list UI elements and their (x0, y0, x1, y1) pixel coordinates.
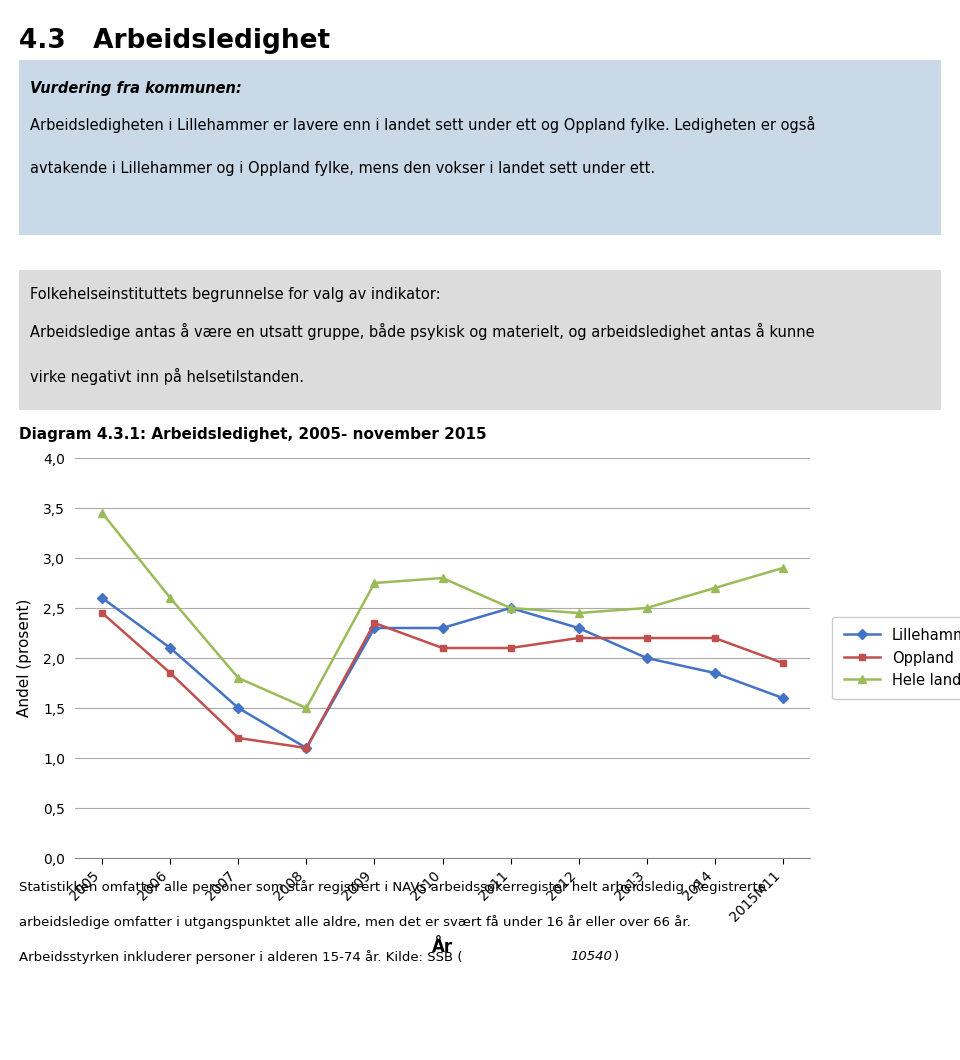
Lillehammer (369, 621, 380, 634)
Lillehammer (641, 652, 653, 665)
Hele landet (437, 571, 448, 584)
Lillehammer (573, 621, 585, 634)
Text: Arbeidsstyrken inkluderer personer i alderen 15-74 år. Kilde: SSB (: Arbeidsstyrken inkluderer personer i ald… (19, 950, 463, 964)
Hele landet (641, 602, 653, 615)
Text: Statistikken omfatter alle personer som står registrert i NAVs arbeidssøkerregis: Statistikken omfatter alle personer som … (19, 880, 766, 894)
Hele landet (164, 591, 176, 604)
Lillehammer (300, 742, 312, 755)
Lillehammer (96, 591, 108, 604)
Line: Lillehammer: Lillehammer (99, 595, 786, 752)
Oppland (709, 632, 721, 644)
Hele landet (300, 702, 312, 714)
Lillehammer (164, 641, 176, 654)
Hele landet (573, 606, 585, 619)
Oppland (300, 742, 312, 755)
Oppland (641, 632, 653, 644)
Oppland (232, 731, 244, 744)
Lillehammer (505, 602, 516, 615)
Hele landet (369, 577, 380, 589)
Text: Arbeidsledigheten i Lillehammer er lavere enn i landet sett under ett og Oppland: Arbeidsledigheten i Lillehammer er laver… (31, 116, 816, 132)
Hele landet (505, 602, 516, 615)
Text: Folkehelseinstituttets begrunnelse for valg av indikator:: Folkehelseinstituttets begrunnelse for v… (31, 287, 441, 302)
Oppland (369, 617, 380, 630)
Oppland (96, 606, 108, 619)
Lillehammer (232, 702, 244, 714)
Oppland (573, 632, 585, 644)
Lillehammer (777, 691, 788, 704)
Legend: Lillehammer, Oppland, Hele landet: Lillehammer, Oppland, Hele landet (832, 617, 960, 700)
Hele landet (777, 562, 788, 575)
Line: Hele landet: Hele landet (98, 509, 787, 712)
Lillehammer (437, 621, 448, 634)
Text: avtakende i Lillehammer og i Oppland fylke, mens den vokser i landet sett under : avtakende i Lillehammer og i Oppland fyl… (31, 161, 656, 177)
Text: virke negativt inn på helsetilstanden.: virke negativt inn på helsetilstanden. (31, 368, 304, 385)
Text: 4.3   Arbeidsledighet: 4.3 Arbeidsledighet (19, 29, 330, 54)
Oppland (505, 641, 516, 654)
Oppland (777, 656, 788, 669)
Hele landet (96, 507, 108, 519)
Text: arbeidsledige omfatter i utgangspunktet alle aldre, men det er svært få under 16: arbeidsledige omfatter i utgangspunktet … (19, 915, 691, 929)
Text: Arbeidsledige antas å være en utsatt gruppe, både psykisk og materielt, og arbei: Arbeidsledige antas å være en utsatt gru… (31, 323, 815, 340)
FancyBboxPatch shape (19, 270, 941, 410)
Text: ): ) (613, 950, 619, 962)
Text: Vurdering fra kommunen:: Vurdering fra kommunen: (31, 81, 242, 96)
FancyBboxPatch shape (19, 60, 941, 235)
Lillehammer (709, 667, 721, 679)
Y-axis label: Andel (prosent): Andel (prosent) (17, 599, 33, 718)
Oppland (437, 641, 448, 654)
X-axis label: År: År (432, 938, 453, 956)
Line: Oppland: Oppland (99, 610, 786, 752)
Hele landet (232, 672, 244, 685)
Text: Diagram 4.3.1: Arbeidsledighet, 2005- november 2015: Diagram 4.3.1: Arbeidsledighet, 2005- no… (19, 427, 487, 442)
Oppland (164, 667, 176, 679)
Text: 10540: 10540 (570, 950, 612, 962)
Hele landet (709, 582, 721, 595)
